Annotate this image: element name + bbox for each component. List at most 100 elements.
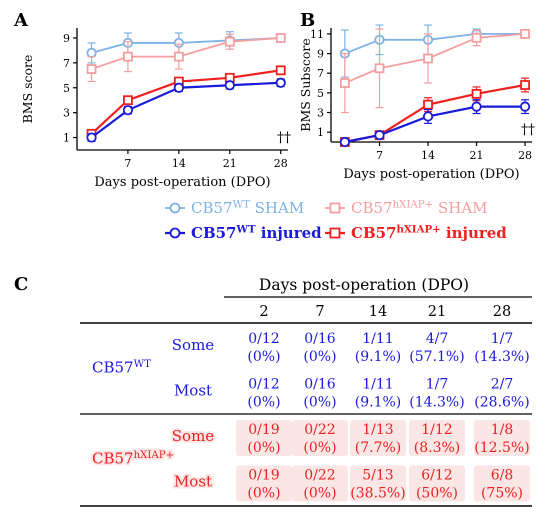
table-header-dpo: Days post-operation (DPO) — [259, 276, 469, 294]
series-line — [344, 105, 526, 144]
table-cell-count: 1/7 — [491, 331, 514, 347]
legend-item-wt_injured: CB57WT injured — [165, 223, 322, 242]
table-row: Some 0/12 (0%) 0/16 (0%) 1/11 (9.1%) 4/7 (57.1%)… — [172, 331, 530, 365]
table-group-name: CB57hXIAP+ — [92, 450, 174, 468]
data-point — [339, 136, 350, 148]
table-cell-percent: (0%) — [303, 349, 336, 365]
chart-a: 1 3 5 7 9 7 14 21 28 Days post-operation (DPO) BMS… — [20, 28, 291, 190]
legend-text-label: SHAM — [433, 199, 487, 217]
y-tick-label: 3 — [317, 107, 324, 120]
legend-text-base: CB57 — [191, 224, 237, 242]
table-cell-percent: (57.1%) — [409, 349, 464, 365]
table-row-label: Some — [172, 336, 215, 354]
table-cell-bg — [292, 420, 348, 456]
legend-text-sup: WT — [236, 223, 256, 235]
series-wt_injured — [339, 99, 531, 148]
table-cell-count: 1/11 — [362, 377, 393, 393]
legend-text-label: injured — [256, 224, 323, 242]
table-cell-percent: (0%) — [247, 440, 280, 456]
data-point — [423, 53, 433, 64]
table-cell-bg — [292, 465, 348, 502]
y-tick-label: 3 — [63, 107, 70, 120]
y-tick-label: 5 — [317, 87, 324, 100]
x-tick-label: 28 — [274, 157, 288, 170]
table-cell-count: 1/13 — [362, 422, 393, 438]
table-cell-count: 0/16 — [304, 377, 336, 393]
y-tick-label: 11 — [310, 28, 324, 41]
data-point — [374, 130, 385, 141]
legend-text-label: injured — [441, 224, 508, 242]
data-point — [86, 64, 97, 74]
series-line — [90, 69, 281, 135]
table-row: Most 0/12 (0%) 0/16 (0%) 1/11 (9.1%) 1/7 (14.3%)… — [174, 377, 530, 411]
legend-label: CB57hXIAP+ injured — [351, 223, 507, 242]
table-cell-percent: (38.5%) — [350, 486, 405, 502]
legend-text-sup: hXIAP+ — [393, 199, 434, 210]
series-line — [344, 32, 526, 84]
table-cell-count: 0/22 — [304, 422, 335, 438]
x-tick-label: 7 — [376, 149, 383, 162]
table-cell-percent: (7.7%) — [355, 440, 402, 456]
legend-item-hxiap_sham: CB57hXIAP+ SHAM — [325, 199, 488, 217]
chart-b: 1 3 5 7 9 11 7 14 21 28 Days post-operation (DPO) B… — [298, 24, 535, 182]
table-cell-percent: (8.3%) — [414, 440, 461, 456]
table-cell-percent: (12.5%) — [474, 440, 529, 456]
data-point — [122, 105, 134, 116]
table-cell-percent: (9.1%) — [355, 349, 402, 365]
legend-marker — [329, 202, 341, 214]
table-cell-count: 5/13 — [362, 468, 393, 484]
table-cell-count: 6/8 — [491, 468, 514, 484]
panel-label-b: B — [300, 10, 315, 31]
table-cell-percent: (50%) — [416, 486, 458, 502]
table-cell-percent: (0%) — [247, 349, 280, 365]
data-point — [275, 65, 286, 76]
table-cell-bg — [236, 420, 292, 456]
x-tick-label: 28 — [518, 149, 532, 162]
data-point — [423, 99, 433, 110]
table-cell-count: 0/19 — [248, 422, 279, 438]
legend-item-wt_sham: CB57WT SHAM — [165, 199, 304, 217]
series-hxiap_sham — [86, 33, 286, 83]
table-cell-count: 6/12 — [421, 468, 452, 484]
group-name-base: CB57 — [92, 359, 134, 377]
legend-text-base: CB57 — [351, 199, 393, 217]
legend-text-label: SHAM — [250, 199, 304, 217]
x-tick-label: 14 — [421, 149, 435, 162]
table-day-header: 7 — [315, 304, 324, 320]
table-row: Most 0/19 (0%) 0/22 (0%) 5/13 (38.5%) 6/12 (50%)… — [172, 465, 530, 502]
y-axis-title: BMS Subscore — [298, 38, 313, 131]
significance-annotation: †† — [521, 122, 535, 138]
group-name-base: CB57 — [92, 450, 134, 468]
table-cell-percent: (0%) — [303, 486, 336, 502]
data-point — [173, 51, 184, 62]
group-name-sup: hXIAP+ — [134, 450, 175, 461]
x-tick-label: 21 — [223, 157, 237, 170]
table-row: Some 0/19 (0%) 0/22 (0%) 1/13 (7.7%) 1/12 (8.3%)… — [170, 420, 530, 456]
table-day-header: 14 — [369, 304, 387, 320]
data-point — [123, 51, 133, 62]
table-cell-percent: (0%) — [303, 395, 336, 411]
table-cell-count: 0/16 — [304, 331, 336, 347]
table-c: C Days post-operation (DPO) 2 7 14 21 28 CB57… — [14, 274, 532, 507]
data-point — [471, 101, 482, 112]
table-cell-percent: (75%) — [481, 486, 523, 502]
table-cell-percent: (0%) — [303, 440, 336, 456]
table-cell-count: 4/7 — [426, 331, 449, 347]
legend-text-sup: hXIAP+ — [397, 223, 441, 235]
table-cell-bg — [409, 420, 465, 456]
y-tick-label: 5 — [63, 82, 70, 95]
table-cell-count: 0/12 — [248, 331, 279, 347]
y-tick-label: 7 — [63, 57, 70, 70]
y-axis-title: BMS score — [20, 55, 35, 124]
table-group-name: CB57WT — [92, 359, 151, 377]
table-cell-count: 1/12 — [421, 422, 452, 438]
legend-marker — [169, 227, 181, 239]
data-point — [519, 101, 531, 112]
series-wt_sham — [86, 31, 286, 64]
legend-text-base: CB57 — [351, 224, 397, 242]
table-cell-count: 0/19 — [248, 468, 279, 484]
data-point — [422, 111, 434, 122]
table-group-hxiap_injured: CB57hXIAP+ Some 0/19 (0%) 0/22 (0%) 1/13 (7.7%)… — [90, 420, 530, 502]
data-point — [339, 78, 350, 88]
